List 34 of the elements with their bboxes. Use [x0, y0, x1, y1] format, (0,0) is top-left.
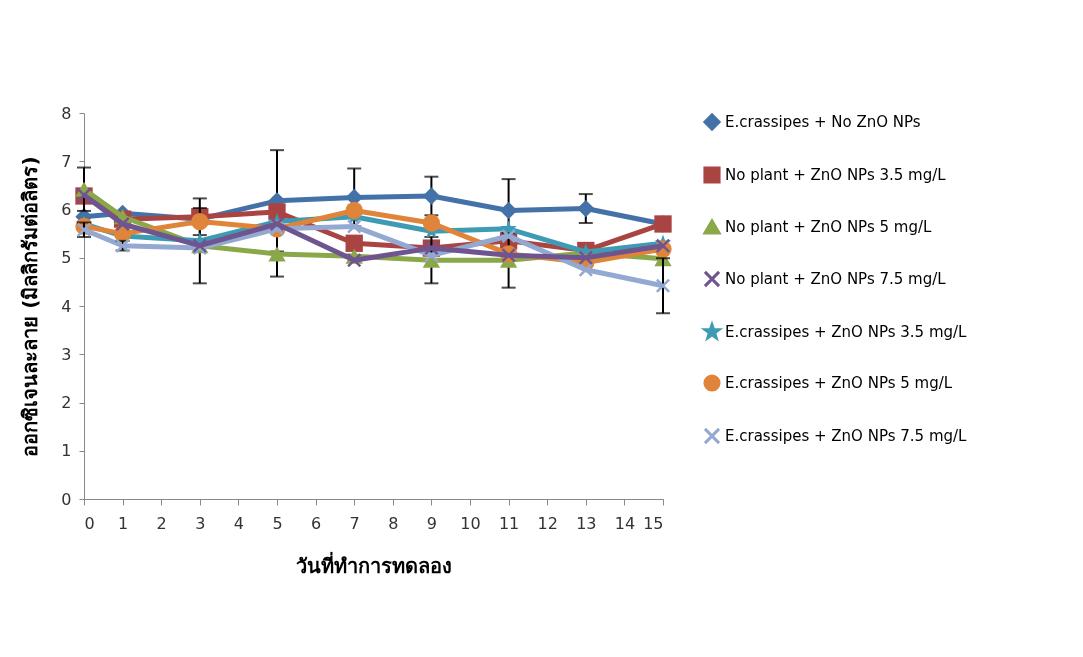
x-tick-label: 5: [272, 513, 283, 533]
x-tick-label: 15: [643, 513, 664, 533]
x-tick-label: 4: [233, 513, 244, 533]
y-tick-label: 6: [61, 200, 72, 219]
y-tick-label: 1: [61, 441, 72, 461]
x-tick-label: 0: [84, 513, 95, 533]
y-tick-label: 2: [61, 393, 72, 412]
y-tick-label: 4: [61, 296, 72, 316]
x-tick-label: 9: [426, 513, 437, 533]
y-tick-label: 5: [61, 248, 72, 268]
x-tick-label: 6: [311, 513, 322, 533]
legend-label: E.crassipes + ZnO NPs 7.5 mg/L: [725, 427, 968, 445]
legend-label: No plant + ZnO NPs 5 mg/L: [725, 218, 932, 236]
x-tick-label: 10: [460, 513, 481, 533]
legend-label: No plant + ZnO NPs 7.5 mg/L: [725, 270, 947, 288]
legend-label: E.crassipes + ZnO NPs 5 mg/L: [725, 374, 953, 392]
x-tick-label: 3: [195, 513, 206, 533]
y-tick-label: 7: [61, 151, 72, 171]
x-tick-label: 8: [388, 513, 399, 533]
x-tick-label: 13: [576, 513, 597, 533]
x-tick-label: 7: [349, 513, 360, 533]
x-tick-label: 1: [118, 513, 129, 533]
x-tick-label: 11: [498, 513, 520, 533]
y-axis-title: ออกซิเจนละลาย (มิลลิกรัมต่อลิตร): [18, 156, 43, 457]
y-tick-label: 3: [61, 344, 72, 364]
x-tick-label: 14: [614, 513, 636, 533]
legend-label: E.crassipes + No ZnO NPs: [725, 113, 921, 131]
y-tick-label: 8: [61, 103, 72, 123]
y-tick-label: 0: [61, 489, 72, 509]
legend-label: No plant + ZnO NPs 3.5 mg/L: [725, 166, 947, 184]
x-tick-label: 12: [537, 513, 558, 533]
x-axis-title: วันที่ทำการทดลอง: [296, 550, 452, 578]
x-tick-label: 2: [156, 513, 167, 533]
legend-label: E.crassipes + ZnO NPs 3.5 mg/L: [725, 323, 968, 341]
